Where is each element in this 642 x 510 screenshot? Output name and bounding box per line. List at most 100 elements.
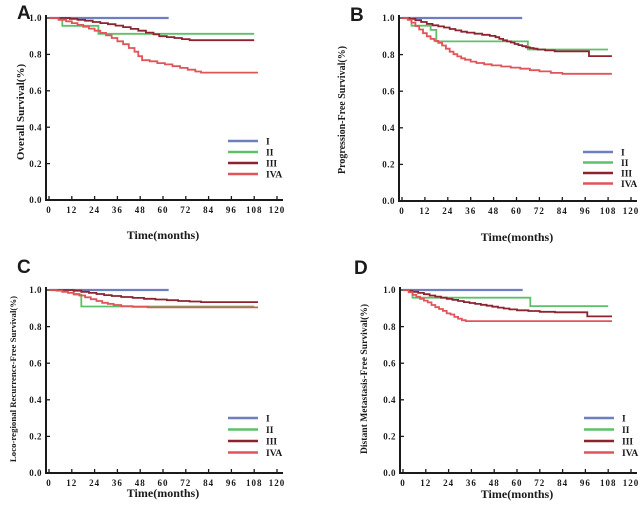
legend-entry-II: II bbox=[584, 426, 630, 436]
y-tick-label: 1.0 bbox=[29, 285, 42, 295]
x-tick-label: 72 bbox=[180, 205, 191, 215]
y-tick-label: 0.8 bbox=[29, 322, 42, 332]
x-tick-label: 60 bbox=[158, 478, 169, 488]
y-axis-label: Loco-regional Recurrence-Free Survival(%… bbox=[8, 296, 18, 462]
x-tick-label: 24 bbox=[442, 206, 453, 216]
y-tick-label: 0.6 bbox=[29, 358, 42, 368]
legend-entry-IVA: IVA bbox=[584, 449, 638, 459]
x-tick-label: 0 bbox=[399, 206, 405, 216]
x-tick-label: 84 bbox=[203, 478, 214, 488]
legend-label-II: II bbox=[266, 149, 274, 159]
legend-label-IVA: IVA bbox=[266, 171, 282, 181]
legend-entry-I: I bbox=[583, 149, 625, 159]
legend-label-III: III bbox=[266, 160, 277, 170]
y-tick-label: 0.6 bbox=[383, 358, 396, 368]
x-axis-label: Time(months) bbox=[481, 487, 553, 501]
legend-label-IVA: IVA bbox=[266, 449, 282, 459]
x-tick-label: 84 bbox=[203, 205, 214, 215]
legend-entry-III: III bbox=[228, 438, 277, 448]
x-tick-label: 36 bbox=[465, 206, 476, 216]
x-axis-label: Time(months) bbox=[481, 230, 553, 244]
y-axis-label: Progression-Free Survival(%) bbox=[337, 46, 348, 174]
km-curve-stage-IVA bbox=[49, 289, 258, 309]
legend-label-IVA: IVA bbox=[621, 180, 637, 190]
x-tick-label: 60 bbox=[512, 478, 523, 488]
x-tick-label: 96 bbox=[580, 206, 591, 216]
y-tick-label: 0.4 bbox=[382, 123, 395, 133]
legend-label-II: II bbox=[621, 159, 629, 169]
x-axis-label: Time(months) bbox=[127, 228, 199, 242]
plot-content: 0 12 24 36 48 60 72 84 96 108 120 0.0 0.2 0.4 0.6 0.8 1.… bbox=[29, 13, 284, 215]
x-tick-label: 108 bbox=[600, 478, 617, 488]
km-plot-locoregional-recurrence-free-survival: C Loco-regional Recurrence-Free Survival… bbox=[8, 257, 286, 500]
panel-letter-c: C bbox=[17, 257, 31, 278]
legend-entry-I: I bbox=[584, 415, 626, 425]
panel-d: D Distant Metastasis-Free Survival(%) Ti… bbox=[321, 255, 642, 510]
legend-entry-III: III bbox=[583, 170, 632, 180]
x-tick-label: 108 bbox=[600, 206, 617, 216]
legend-entry-I: I bbox=[228, 138, 270, 148]
panel-a: A Overall Survival(%) Time(months) 0 12 24… bbox=[0, 0, 321, 255]
x-tick-label: 96 bbox=[580, 478, 591, 488]
x-tick-label: 108 bbox=[246, 478, 263, 488]
x-tick-label: 0 bbox=[400, 478, 406, 488]
km-plot-progression-free-survival: B Progression-Free Survival(%) Time(mont… bbox=[337, 5, 640, 244]
x-tick-label: 84 bbox=[557, 206, 568, 216]
legend-entry-II: II bbox=[583, 159, 629, 169]
x-tick-label: 60 bbox=[511, 206, 522, 216]
legend-entry-IVA: IVA bbox=[583, 180, 637, 190]
x-tick-label: 108 bbox=[246, 205, 263, 215]
y-tick-label: 1.0 bbox=[383, 285, 396, 295]
x-tick-label: 96 bbox=[226, 205, 237, 215]
y-tick-label: 0.2 bbox=[29, 432, 42, 442]
legend-entry-IVA: IVA bbox=[228, 449, 282, 459]
x-tick-label: 60 bbox=[158, 205, 169, 215]
x-tick-label: 72 bbox=[180, 478, 191, 488]
legend-entry-III: III bbox=[228, 160, 277, 170]
y-tick-label: 0.6 bbox=[29, 86, 42, 96]
x-tick-label: 48 bbox=[489, 478, 500, 488]
y-tick-label: 0.0 bbox=[382, 196, 395, 206]
km-plot-overall-survival: A Overall Survival(%) Time(months) 0 12 24… bbox=[15, 3, 284, 242]
x-tick-label: 12 bbox=[420, 478, 431, 488]
panel-letter-a: A bbox=[17, 3, 31, 24]
legend-label-IVA: IVA bbox=[622, 449, 638, 459]
y-tick-label: 0.2 bbox=[29, 159, 42, 169]
legend-label-II: II bbox=[266, 426, 274, 436]
x-tick-label: 120 bbox=[623, 206, 640, 216]
x-tick-label: 0 bbox=[46, 478, 52, 488]
legend-label-I: I bbox=[266, 138, 270, 148]
plot-content: 0 12 24 36 48 60 72 84 96 108 120 0.0 0.2 0.4 0.6 0.8 1.… bbox=[383, 285, 638, 488]
x-tick-label: 24 bbox=[89, 205, 100, 215]
km-curve-stage-II bbox=[403, 289, 609, 307]
y-axis-label: Overall Survival(%) bbox=[15, 64, 27, 161]
legend-label-II: II bbox=[622, 426, 630, 436]
x-tick-label: 36 bbox=[112, 205, 123, 215]
y-tick-label: 0.4 bbox=[29, 122, 42, 132]
legend-label-I: I bbox=[621, 149, 625, 159]
y-tick-label: 0.0 bbox=[383, 468, 396, 478]
y-tick-label: 0.0 bbox=[29, 195, 42, 205]
y-tick-label: 1.0 bbox=[29, 13, 42, 23]
x-tick-label: 96 bbox=[226, 478, 237, 488]
legend-entry-II: II bbox=[228, 426, 274, 436]
km-curve-stage-III bbox=[402, 17, 612, 57]
km-curve-stage-IVA bbox=[402, 17, 612, 75]
y-axis-label: Distant Metastasis-Free Survival(%) bbox=[359, 304, 370, 454]
km-curve-stage-III bbox=[403, 289, 612, 318]
x-tick-label: 72 bbox=[534, 206, 545, 216]
legend-label-III: III bbox=[622, 438, 633, 448]
y-tick-label: 0.8 bbox=[383, 322, 396, 332]
x-tick-label: 12 bbox=[66, 205, 77, 215]
km-curve-stage-II bbox=[402, 17, 609, 51]
y-tick-label: 0.4 bbox=[29, 395, 42, 405]
y-tick-label: 0.8 bbox=[29, 50, 42, 60]
y-tick-label: 0.2 bbox=[382, 160, 395, 170]
x-tick-label: 120 bbox=[269, 478, 286, 488]
x-tick-label: 24 bbox=[89, 478, 100, 488]
